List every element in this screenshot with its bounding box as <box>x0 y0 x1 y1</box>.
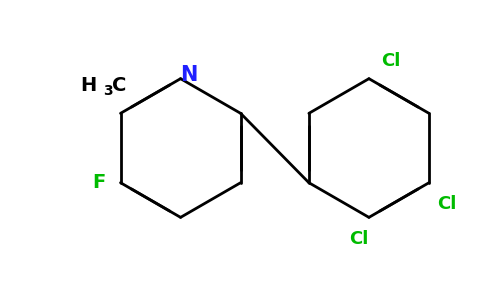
Text: Cl: Cl <box>437 196 456 214</box>
Text: 3: 3 <box>103 84 112 98</box>
Text: Cl: Cl <box>349 230 369 248</box>
Text: F: F <box>92 173 106 192</box>
Text: N: N <box>180 65 197 85</box>
Text: H: H <box>80 76 97 95</box>
Text: Cl: Cl <box>381 52 400 70</box>
Text: C: C <box>112 76 126 95</box>
